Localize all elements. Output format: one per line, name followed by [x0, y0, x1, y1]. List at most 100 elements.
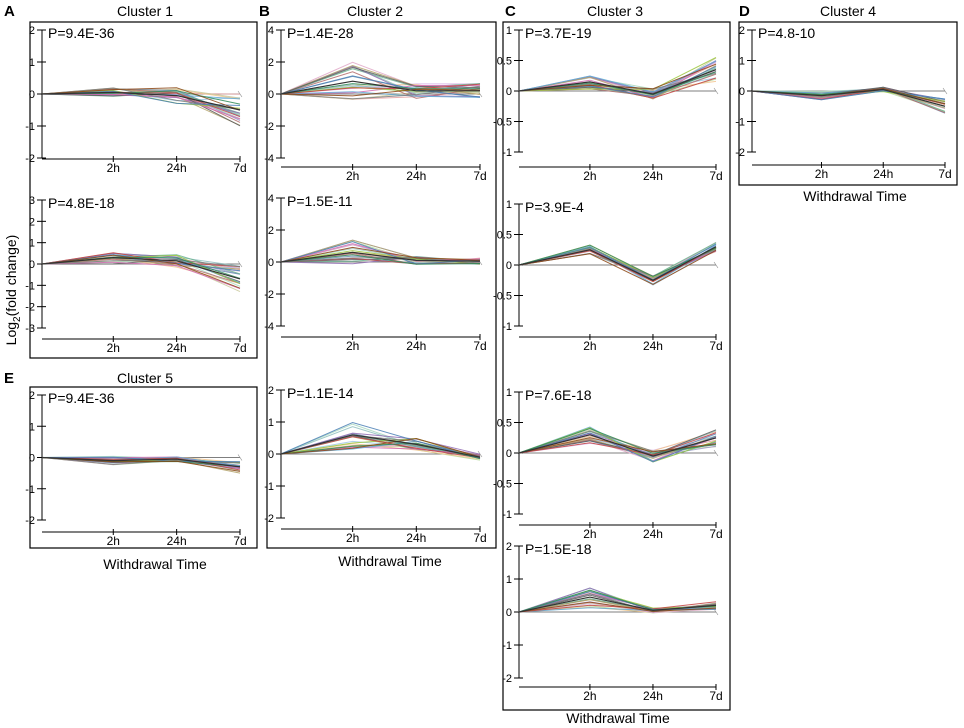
x-tick-label: 2h — [583, 339, 596, 353]
y-tick-label: -1 — [25, 280, 35, 292]
y-tick-label: 0 — [506, 86, 512, 98]
y-tick-label: 3 — [29, 195, 35, 207]
y-tick-label: -1 — [502, 640, 512, 652]
p-value-label: P=1.1E-14 — [287, 385, 354, 401]
median-line — [41, 456, 241, 468]
x-tick-label: 2h — [107, 341, 120, 355]
x-tick-label: 2h — [107, 534, 120, 548]
y-tick-label: 0 — [29, 89, 35, 101]
subplot-a-1: -3 -2 -1 0 1 2 3 P=4.8E-18 2h 24h 7d — [25, 195, 246, 355]
panel-frame-d — [738, 21, 958, 186]
y-axis-label: Log2(fold change) — [3, 235, 23, 346]
subplot-b-2: -4 -2 0 2 4 P=1.4E-28 2h 24h 7d — [264, 25, 486, 183]
y-tick-label: -1 — [502, 321, 512, 333]
y-tick-label: -3 — [25, 323, 35, 335]
profile-line — [41, 87, 241, 111]
y-tick-label: 2 — [268, 57, 274, 69]
x-tick-label: 2h — [583, 689, 596, 703]
median-line — [518, 596, 717, 613]
cluster-title-c: Cluster 3 — [587, 3, 643, 19]
profile-line — [41, 259, 241, 268]
subplot-c-5: -1 -0.5 0 0.5 1 P=3.7E-19 2h 24h 7d — [493, 25, 723, 183]
profile-line — [41, 93, 241, 120]
y-tick-label: 2 — [29, 390, 35, 402]
y-tick-label: -1 — [25, 484, 35, 496]
x-tick-label: 2h — [346, 169, 359, 183]
panel-frame-c — [502, 21, 731, 711]
y-tick-label: 1 — [506, 387, 512, 399]
axis-end-marker — [942, 87, 948, 95]
x-tick-label: 24h — [406, 169, 426, 183]
profile-line — [280, 436, 481, 459]
y-tick-label: 0 — [29, 453, 35, 465]
x-tick-label: 2h — [346, 531, 359, 545]
profile-line — [518, 249, 717, 285]
panel-letter-a: A — [4, 3, 15, 20]
subplot-a-0: -2 -1 0 1 2 P=9.4E-36 2h 24h 7d — [25, 25, 246, 175]
y-tick-label: -1 — [264, 481, 274, 493]
y-tick-label: 2 — [739, 25, 745, 37]
x-tick-label: 7d — [709, 689, 722, 703]
y-tick-label: 2 — [268, 385, 274, 397]
y-tick-label: -0.5 — [493, 479, 512, 491]
median-line — [41, 91, 241, 111]
axis-end-marker — [237, 260, 243, 268]
y-tick-label: 0 — [268, 89, 274, 101]
y-tick-label: -2 — [264, 289, 274, 301]
x-tick-label: 7d — [709, 339, 722, 353]
y-tick-label: 1 — [29, 57, 35, 69]
y-tick-label: -2 — [25, 302, 35, 314]
y-axis-label-prefix: Log — [3, 322, 19, 345]
p-value-label: P=1.5E-11 — [287, 193, 353, 209]
y-tick-label: 1 — [506, 199, 512, 211]
median-line — [280, 434, 481, 458]
y-tick-label: -1 — [502, 147, 512, 159]
profile-line — [41, 261, 241, 290]
y-tick-label: -0.5 — [493, 117, 512, 129]
cluster-title-a: Cluster 1 — [117, 3, 173, 19]
y-tick-label: -1 — [735, 117, 745, 129]
subplot-e-10: -2 -1 0 1 2 P=9.4E-36 2h 24h 7d — [25, 390, 246, 548]
y-tick-label: -4 — [264, 321, 274, 333]
y-tick-label: 1 — [29, 238, 35, 250]
x-tick-label: 7d — [709, 169, 722, 183]
x-axis-label-b: Withdrawal Time — [338, 553, 442, 569]
x-tick-label: 24h — [643, 169, 663, 183]
p-value-label: P=4.8-10 — [758, 25, 815, 41]
y-tick-label: 1 — [268, 417, 274, 429]
subplot-c-6: -1 -0.5 0 0.5 1 P=3.9E-4 2h 24h 7d — [493, 199, 723, 353]
y-tick-label: 2 — [506, 541, 512, 553]
x-axis-label-e: Withdrawal Time — [103, 556, 207, 572]
subplot-b-3: -4 -2 0 2 4 P=1.5E-11 2h 24h 7d — [264, 193, 486, 353]
y-tick-label: -2 — [25, 153, 35, 165]
x-tick-label: 24h — [643, 339, 663, 353]
y-tick-label: 0 — [268, 257, 274, 269]
p-value-label: P=9.4E-36 — [48, 390, 115, 406]
x-tick-label: 24h — [873, 167, 893, 181]
y-tick-label: 0 — [268, 449, 274, 461]
profile-line — [518, 63, 717, 92]
subplot-c-8: -2 -1 0 1 2 P=1.5E-18 2h 24h 7d — [502, 541, 722, 703]
p-value-label: P=9.4E-36 — [48, 25, 115, 41]
x-tick-label: 24h — [406, 531, 426, 545]
axis-end-marker — [713, 87, 719, 95]
x-tick-label: 7d — [233, 341, 246, 355]
x-tick-label: 7d — [233, 161, 246, 175]
profile-line — [751, 90, 946, 101]
p-value-label: P=1.5E-18 — [525, 541, 592, 557]
profile-line — [280, 254, 481, 265]
y-tick-label: -2 — [502, 673, 512, 685]
x-tick-label: 7d — [473, 169, 486, 183]
y-tick-label: 0 — [506, 607, 512, 619]
p-value-label: P=4.8E-18 — [48, 195, 115, 211]
median-line — [280, 251, 481, 263]
y-tick-label: 2 — [29, 25, 35, 37]
x-tick-label: 7d — [233, 534, 246, 548]
x-tick-label: 24h — [643, 689, 663, 703]
y-tick-label: 1 — [739, 56, 745, 68]
x-tick-label: 24h — [167, 161, 187, 175]
panel-letter-e: E — [4, 370, 14, 387]
profile-line — [280, 83, 481, 95]
cluster-title-b: Cluster 2 — [347, 3, 403, 19]
